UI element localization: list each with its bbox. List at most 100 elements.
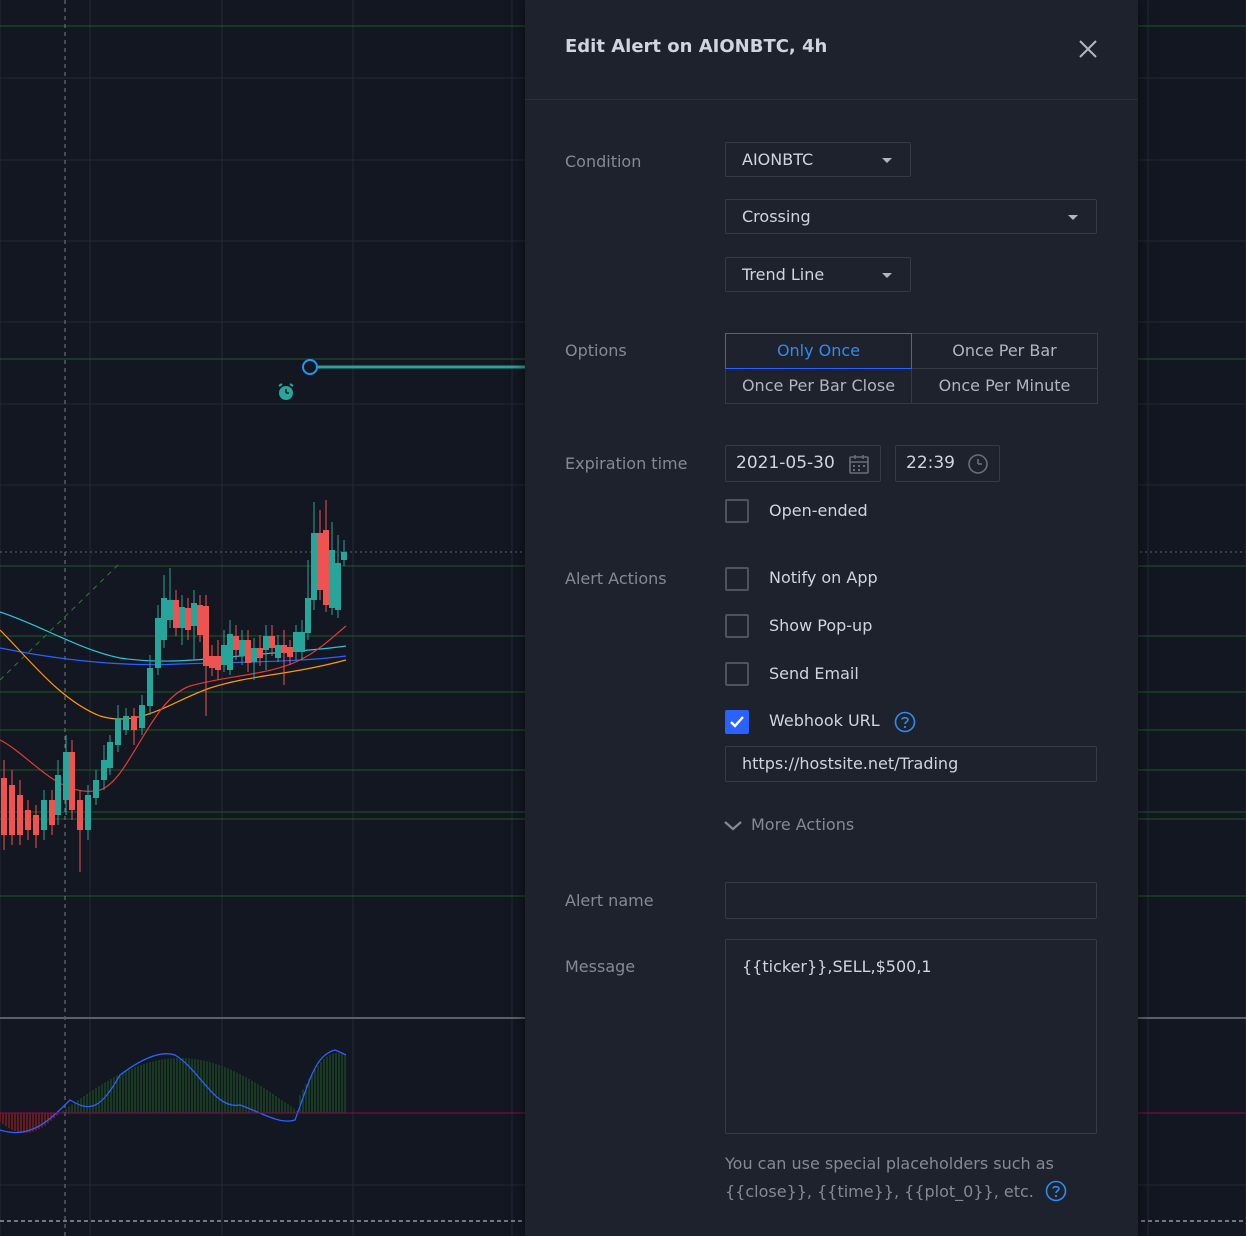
help-icon[interactable] — [1045, 1180, 1067, 1202]
checkmark-icon — [730, 716, 744, 728]
clock-icon[interactable] — [967, 453, 989, 475]
candle-body — [311, 533, 317, 600]
candle-body — [1, 778, 7, 835]
candle-body — [329, 550, 335, 608]
option-once-per-bar-close[interactable]: Once Per Bar Close — [725, 368, 912, 404]
expiration-time-input[interactable]: 22:39 — [895, 445, 1000, 482]
chevron-down-icon — [882, 273, 892, 278]
candle-body — [341, 552, 347, 560]
candle-body — [107, 742, 113, 768]
notify-on-app-checkbox[interactable] — [725, 567, 749, 591]
candle-body — [147, 668, 153, 706]
candle-body — [293, 632, 299, 652]
candle-body — [161, 598, 167, 640]
candle-body — [17, 795, 23, 835]
more-actions-toggle[interactable]: More Actions — [723, 815, 854, 834]
macd-histogram — [0, 1053, 346, 1133]
candle-body — [179, 607, 185, 628]
candle-body — [155, 618, 161, 668]
candle-body — [275, 645, 281, 658]
candle-body — [239, 640, 245, 656]
option-only-once[interactable]: Only Once — [725, 333, 912, 369]
candle-body — [251, 648, 257, 662]
candle-body — [269, 636, 275, 648]
candle-body — [33, 815, 39, 835]
open-ended-checkbox[interactable] — [725, 499, 749, 523]
option-once-per-bar[interactable]: Once Per Bar — [911, 333, 1098, 369]
condition-target-value: Trend Line — [742, 265, 825, 284]
candle-body — [299, 632, 305, 652]
condition-symbol-select[interactable]: AIONBTC — [725, 142, 911, 177]
calendar-icon[interactable] — [848, 453, 870, 475]
open-ended-label[interactable]: Open-ended — [769, 501, 868, 520]
message-label: Message — [565, 957, 636, 976]
candle-body — [197, 605, 203, 635]
placeholder-hint: You can use special placeholders such as… — [725, 1150, 1105, 1206]
condition-label: Condition — [565, 152, 642, 171]
webhook-url-label[interactable]: Webhook URL — [769, 711, 880, 730]
close-button[interactable] — [1077, 38, 1099, 60]
condition-operator-select[interactable]: Crossing — [725, 199, 1097, 234]
candle-body — [123, 716, 129, 730]
candle-body — [115, 718, 121, 745]
expiration-date-input[interactable]: 2021-05-30 — [725, 445, 881, 482]
candle-body — [77, 800, 83, 830]
show-popup-label[interactable]: Show Pop-up — [769, 616, 873, 635]
hint-line-2: {{close}}, {{time}}, {{plot_0}}, etc. — [725, 1178, 1105, 1206]
candle-body — [101, 760, 107, 780]
alert-name-input[interactable] — [725, 882, 1097, 919]
webhook-url-input[interactable]: https://hostsite.net/Trading — [725, 746, 1097, 782]
chevron-down-icon — [1068, 215, 1078, 220]
help-icon[interactable] — [894, 711, 916, 733]
trend-line-handle[interactable] — [302, 359, 318, 375]
candle-body — [335, 563, 341, 610]
condition-target-select[interactable]: Trend Line — [725, 257, 911, 292]
alert-name-label: Alert name — [565, 891, 654, 910]
show-popup-checkbox[interactable] — [725, 614, 749, 638]
candle-body — [191, 603, 197, 626]
candle-body — [305, 598, 311, 633]
candle-body — [263, 636, 269, 650]
edit-alert-dialog: Edit Alert on AIONBTC, 4h Condition AION… — [525, 0, 1138, 1236]
chevron-down-icon — [882, 158, 892, 163]
message-textarea[interactable]: {{ticker}},SELL,$500,1 — [725, 939, 1097, 1134]
options-label: Options — [565, 341, 627, 360]
expiration-date-value: 2021-05-30 — [736, 453, 835, 473]
candle-body — [167, 600, 173, 620]
candle-body — [209, 656, 215, 668]
alert-actions-label: Alert Actions — [565, 569, 667, 588]
option-once-per-minute[interactable]: Once Per Minute — [911, 368, 1098, 404]
alarm-clock-icon[interactable] — [278, 383, 294, 400]
candle-body — [257, 648, 263, 658]
candle-body — [173, 600, 179, 628]
send-email-label[interactable]: Send Email — [769, 664, 859, 683]
candle-body — [131, 716, 137, 730]
ma-line-orange — [0, 629, 347, 720]
condition-symbol-value: AIONBTC — [742, 150, 814, 169]
close-icon[interactable] — [1077, 38, 1099, 60]
candle-body — [55, 775, 61, 815]
macd-signal-line — [0, 1049, 347, 1134]
candle-body — [9, 785, 15, 835]
candle-body — [203, 606, 209, 666]
candle-body — [245, 640, 251, 663]
candle-body — [233, 636, 239, 650]
send-email-checkbox[interactable] — [725, 662, 749, 686]
ma-line-blue — [0, 647, 347, 666]
candle-body — [49, 800, 55, 825]
candle-body — [185, 608, 191, 630]
candle-body — [85, 795, 91, 830]
candle-body — [287, 647, 293, 657]
condition-operator-value: Crossing — [742, 207, 811, 226]
hint-line-1: You can use special placeholders such as — [725, 1154, 1054, 1173]
candle-body — [221, 645, 227, 665]
chevron-down-icon — [724, 820, 742, 830]
dialog-title: Edit Alert on AIONBTC, 4h — [565, 36, 828, 57]
candlesticks — [1, 500, 347, 872]
candle-body — [317, 533, 323, 590]
webhook-url-checkbox[interactable] — [725, 710, 749, 734]
expiration-label: Expiration time — [565, 454, 688, 473]
candle-body — [41, 800, 47, 830]
notify-on-app-label[interactable]: Notify on App — [769, 568, 878, 587]
candle-body — [323, 530, 329, 605]
